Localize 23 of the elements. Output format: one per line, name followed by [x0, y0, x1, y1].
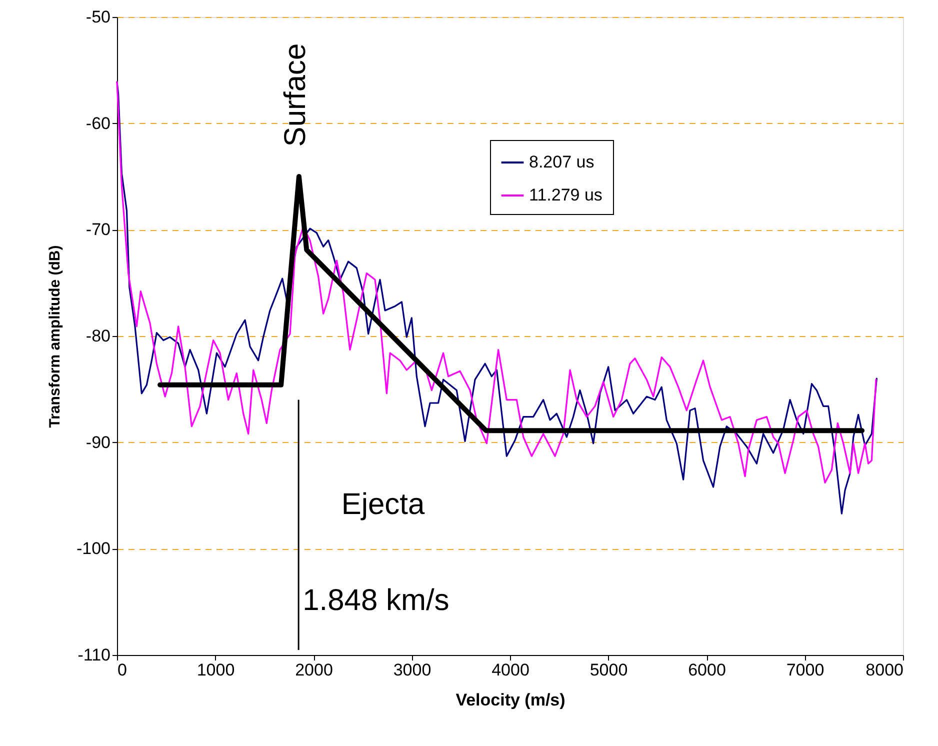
legend-label: 11.279 us — [529, 186, 602, 204]
x-tick-label: 2000 — [295, 660, 333, 680]
y-tick-label: -70 — [86, 220, 110, 240]
x-tick-label: 3000 — [393, 660, 432, 680]
legend-label: 8.207 us — [529, 152, 594, 172]
x-tick-label: 5000 — [590, 660, 628, 680]
y-tick-label: -60 — [86, 114, 110, 133]
y-tick-label: -110 — [78, 646, 110, 664]
x-tick-label: 7000 — [786, 660, 824, 680]
x-tick-label: 1000 — [196, 660, 235, 680]
y-axis-title: Transform amplitude (dB) — [46, 245, 64, 428]
y-tick-label: -100 — [76, 539, 110, 558]
x-axis-title: Velocity (m/s) — [456, 690, 566, 710]
annotation: Ejecta — [341, 488, 425, 521]
y-tick-label: -80 — [86, 326, 110, 346]
y-tick-label: -90 — [86, 432, 110, 452]
x-tick-label: 4000 — [492, 660, 530, 680]
x-tick-label: 6000 — [688, 660, 726, 680]
x-tick-label: 8000 — [866, 660, 904, 680]
ref-line-label: 1.848 km/s — [302, 584, 450, 617]
y-tick-label: -50 — [86, 8, 110, 26]
x-tick-label: 0 — [118, 660, 127, 680]
annotation: Surface — [279, 43, 312, 147]
